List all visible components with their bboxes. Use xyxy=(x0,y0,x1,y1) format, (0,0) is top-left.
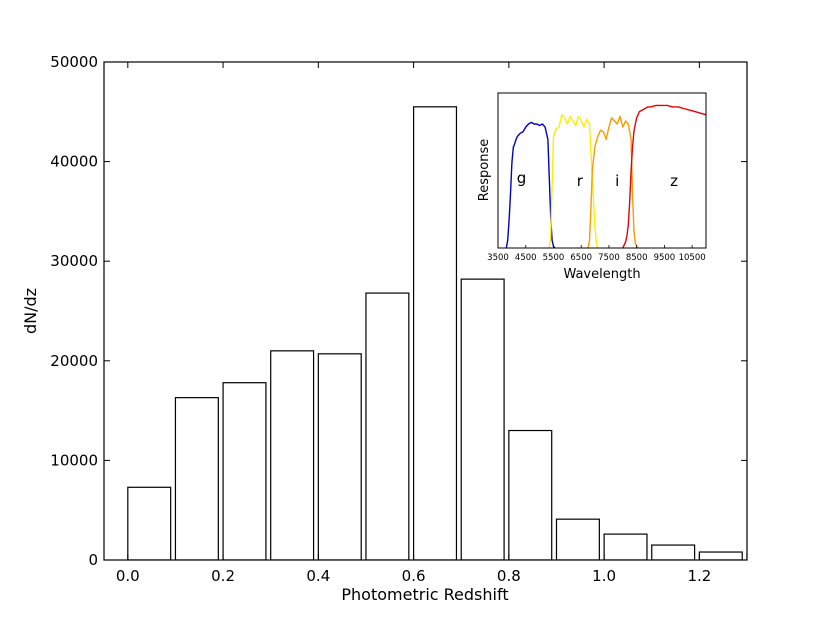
x-tick-label: 1.0 xyxy=(592,567,616,585)
y-tick-label: 40000 xyxy=(50,153,98,171)
inset-border xyxy=(497,92,707,249)
x-tick-label: 0.4 xyxy=(306,567,330,585)
inset-x-tick-label: 4500 xyxy=(515,253,537,263)
inset-x-tick-label: 7500 xyxy=(598,253,620,263)
histogram-bar xyxy=(603,533,648,560)
y-tick-label: 50000 xyxy=(50,53,98,71)
filter-curve-g xyxy=(505,121,556,248)
inset-x-axis-ticks: 3500 4500 5500 6500 7500 8500 9500 10500 xyxy=(487,245,706,263)
band-label-z: z xyxy=(670,172,678,190)
histogram-bars xyxy=(127,106,747,560)
inset-y-axis-title: Response xyxy=(477,139,492,201)
histogram-bar xyxy=(698,551,743,560)
inset-x-tick-label: 10500 xyxy=(679,253,706,263)
x-tick-label: 0.2 xyxy=(211,567,235,585)
histogram-bar xyxy=(270,350,315,560)
band-label-r: r xyxy=(577,172,584,190)
x-axis-ticks: 0.0 0.2 0.4 0.6 0.8 1.0 1.2 xyxy=(116,62,711,585)
x-tick-label: 1.2 xyxy=(687,567,711,585)
histogram-bar xyxy=(555,518,600,560)
band-label-g: g xyxy=(517,169,527,187)
x-axis-title: Photometric Redshift xyxy=(341,585,508,604)
filter-curve-r xyxy=(548,113,599,248)
inset-x-tick-label: 9500 xyxy=(654,253,676,263)
y-tick-label: 20000 xyxy=(50,352,98,370)
inset-x-tick-label: 6500 xyxy=(570,253,592,263)
inset-frame xyxy=(498,93,706,248)
histogram-bar xyxy=(127,486,172,560)
y-tick-label: 30000 xyxy=(50,252,98,270)
inset-x-tick-label: 5500 xyxy=(543,253,565,263)
filter-curve-z xyxy=(622,104,706,248)
histogram-bar xyxy=(460,278,505,560)
histogram-bar xyxy=(508,429,553,560)
y-tick-label: 10000 xyxy=(50,451,98,469)
inset-x-axis-title: Wavelength xyxy=(563,267,640,282)
histogram-bar xyxy=(651,544,696,560)
x-tick-label: 0.0 xyxy=(116,567,140,585)
filter-response-inset: 3500 4500 5500 6500 7500 8500 9500 10500 g r i z W… xyxy=(477,92,707,282)
inset-x-tick-label: 8500 xyxy=(626,253,648,263)
y-axis-title: dN/dz xyxy=(21,288,40,334)
band-label-i: i xyxy=(615,172,619,190)
x-tick-label: 0.8 xyxy=(497,567,521,585)
histogram-bar xyxy=(317,353,362,560)
histogram-bar xyxy=(412,106,458,560)
y-axis-ticks: 0 10000 20000 30000 40000 50000 xyxy=(50,53,747,569)
histogram-bar xyxy=(174,397,219,560)
filter-curve-i xyxy=(587,115,639,248)
x-tick-label: 0.6 xyxy=(402,567,426,585)
y-tick-label: 0 xyxy=(88,551,98,569)
plot-border xyxy=(103,61,748,561)
histogram-bar xyxy=(365,292,410,560)
filter-curves xyxy=(505,104,706,248)
histogram-bar xyxy=(746,552,747,560)
histogram-bar xyxy=(222,382,267,560)
inset-x-tick-label: 3500 xyxy=(487,253,509,263)
